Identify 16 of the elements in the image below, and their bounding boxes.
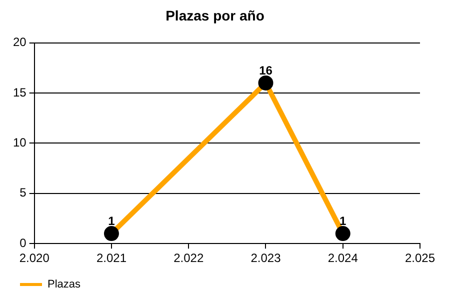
data-label: 1 (340, 214, 347, 228)
data-label: 16 (259, 63, 273, 78)
x-tick-label: 2.021 (96, 251, 127, 266)
y-tick-label: 5 (20, 186, 27, 200)
legend-label: Plazas (48, 278, 82, 291)
x-tick-label: 2.023 (250, 251, 282, 266)
chart-title: Plazas por año (166, 7, 264, 24)
x-tick-label: 2.020 (19, 251, 50, 266)
y-tick-label: 0 (20, 236, 27, 250)
x-tick-label: 2.022 (174, 251, 204, 266)
y-tick-label: 15 (12, 85, 27, 100)
y-tick-label: 20 (12, 35, 27, 50)
x-tick-label: 2.025 (404, 251, 436, 266)
y-tick-label: 10 (12, 136, 27, 150)
data-label: 1 (108, 214, 116, 228)
x-tick-label: 2.024 (328, 251, 358, 266)
